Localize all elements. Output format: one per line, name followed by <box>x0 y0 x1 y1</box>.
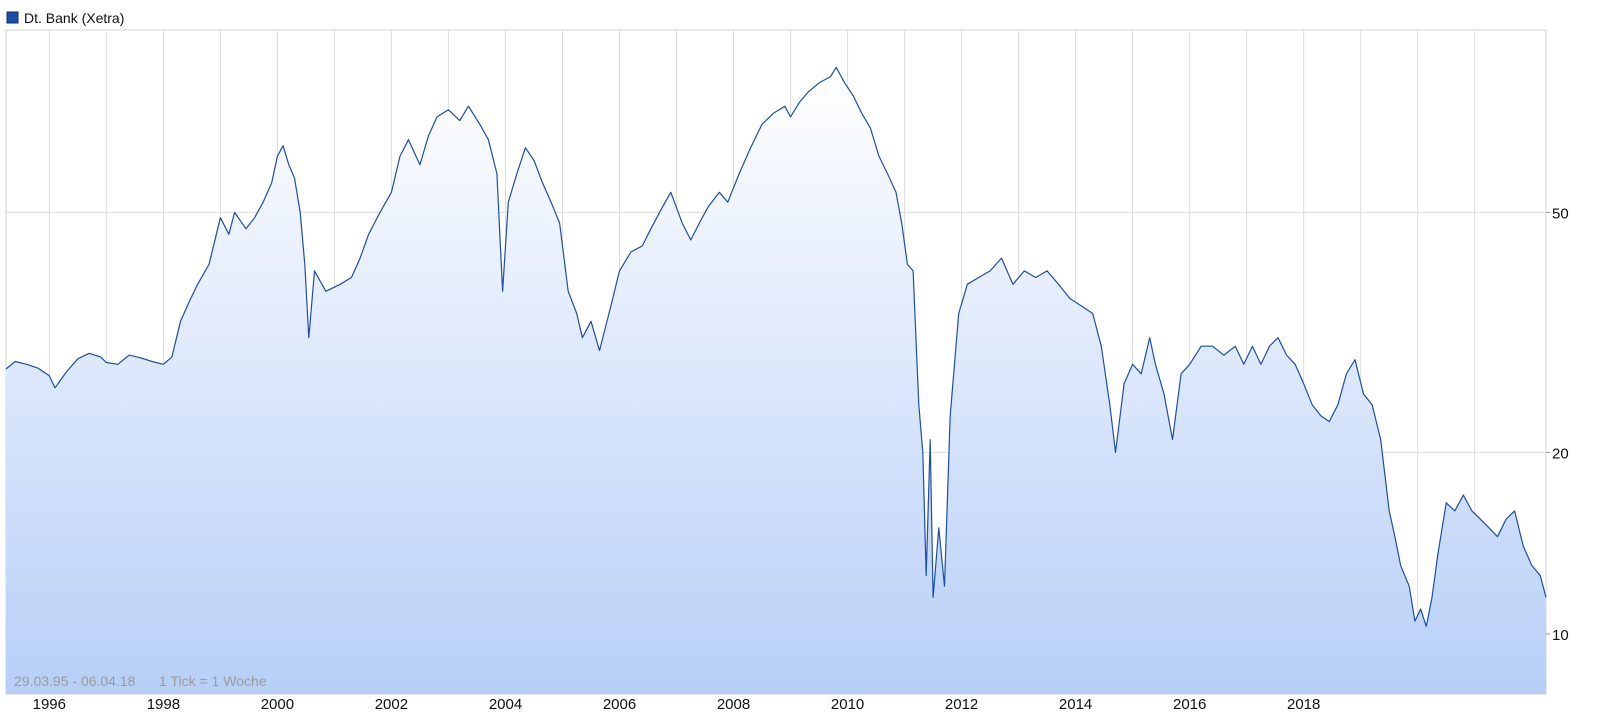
x-tick-label: 1998 <box>147 696 180 712</box>
plot-area: 1996 1998 2000 2002 2004 2006 2008 2010 2012 2014… <box>5 30 1569 713</box>
price-area <box>6 67 1546 694</box>
legend: Dt. Bank (Xetra) <box>6 10 124 26</box>
date-range-label: 29.03.95 - 06.04.18 <box>14 673 136 689</box>
x-tick-label: 2000 <box>261 696 294 712</box>
x-tick-label: 2008 <box>717 696 750 712</box>
x-tick-label: 2014 <box>1059 696 1092 712</box>
x-tick-label: 2002 <box>375 696 408 712</box>
price-line <box>5 66 1547 627</box>
y-tick-label: 10 <box>1552 627 1569 644</box>
y-tick-label: 50 <box>1552 205 1569 222</box>
x-tick-label: 1996 <box>33 696 66 712</box>
x-tick-label: 2012 <box>945 696 978 712</box>
legend-swatch <box>6 11 19 24</box>
x-tick-label: 2016 <box>1173 696 1206 712</box>
x-tick-label: 2004 <box>489 696 522 712</box>
x-tick-label: 2010 <box>831 696 864 712</box>
y-tick-label: 20 <box>1552 445 1569 462</box>
tick-interval-label: 1 Tick = 1 Woche <box>159 673 267 689</box>
footer-info: 29.03.95 - 06.04.18 1 Tick = 1 Woche <box>14 673 267 689</box>
x-tick-label: 2018 <box>1287 696 1320 712</box>
legend-label: Dt. Bank (Xetra) <box>24 10 124 26</box>
x-tick-label: 2006 <box>603 696 636 712</box>
